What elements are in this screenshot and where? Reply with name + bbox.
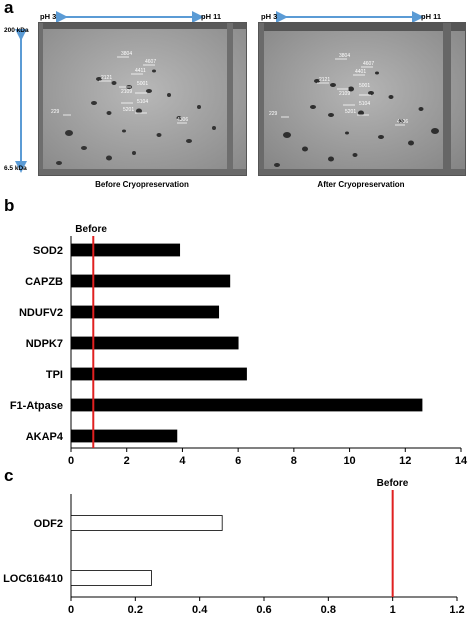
spot-label-3804-after: 3804 bbox=[339, 53, 350, 59]
spot-label-5001-before: 5001 bbox=[137, 81, 148, 87]
gel-before-caption: Before Cryopreservation bbox=[95, 180, 189, 189]
spot-label-5201-after: 5201 bbox=[345, 109, 356, 115]
chart-b: 0 2 4 6 8 10 12 14 SOD2 CAPZB NDUFV2 NDPK7 TPI F1-Atp… bbox=[10, 224, 468, 464]
chart-b-category-label: CAPZB bbox=[25, 276, 63, 288]
chart-b-bar-ndufv2 bbox=[70, 305, 220, 319]
chart-b-x-tick-label: 4 bbox=[179, 455, 186, 464]
chart-b-bar-akap4 bbox=[70, 429, 178, 443]
spot-label-3804-before: 3804 bbox=[121, 51, 132, 57]
chart-c-category-label: ODF2 bbox=[34, 518, 63, 530]
gel-image-after: 3804 4607 4401 2121 5001 2109 5104 5201 … bbox=[258, 22, 466, 176]
gel-after-caption: After Cryopreservation bbox=[317, 180, 405, 189]
chart-c-x-tick-label: 0.4 bbox=[192, 604, 208, 616]
panel-c-letter: c bbox=[4, 466, 14, 485]
chart-b-bar-ndpk7 bbox=[70, 336, 239, 350]
panel-b-letter: b bbox=[4, 196, 15, 215]
spot-label-4411-before: 4411 bbox=[135, 68, 146, 74]
chart-b-x-tick-label: 12 bbox=[399, 455, 411, 464]
chart-c-x-tick-label: 0.2 bbox=[128, 604, 143, 616]
spot-label-229-after: 229 bbox=[269, 111, 278, 117]
panel-a-letter: a bbox=[4, 0, 14, 17]
chart-c-x-tick-label: 0.6 bbox=[256, 604, 271, 616]
chart-c-bar-odf2 bbox=[70, 515, 223, 531]
chart-b-category-label: NDUFV2 bbox=[19, 307, 63, 319]
spot-label-4607-before: 4607 bbox=[145, 59, 156, 65]
ph3-label-after: pH 3 bbox=[261, 12, 278, 21]
chart-b-category-label: NDPK7 bbox=[26, 338, 63, 350]
kda-top-label: 200 kDa bbox=[4, 27, 29, 34]
chart-b-category-label: SOD2 bbox=[33, 245, 63, 257]
ph11-label-after: pH 11 bbox=[421, 12, 442, 21]
chart-c-category-label: LOC616410 bbox=[3, 573, 63, 585]
chart-b-bar-f1-atpase bbox=[70, 398, 423, 412]
spot-label-5104-before: 5104 bbox=[137, 99, 148, 105]
spot-label-4306-after: 4306 bbox=[397, 119, 408, 125]
spot-label-2109-before: 2109 bbox=[121, 89, 132, 95]
spot-label-2121-after: 2121 bbox=[319, 77, 330, 83]
spot-label-4401-after: 4401 bbox=[355, 69, 366, 75]
panel-a-arrows bbox=[15, 11, 424, 173]
chart-b-bar-sod2 bbox=[70, 243, 181, 257]
chart-b-x-tick-label: 10 bbox=[343, 455, 355, 464]
chart-b-category-label: F1-Atpase bbox=[10, 400, 63, 412]
spot-label-2109-after: 2109 bbox=[339, 91, 350, 97]
chart-b-bar-capzb bbox=[70, 274, 231, 288]
spot-label-229-before: 229 bbox=[51, 109, 60, 115]
chart-b-category-label: TPI bbox=[46, 369, 63, 381]
chart-c-x-tick-label: 0 bbox=[68, 604, 74, 616]
chart-c-x-tick-label: 1.2 bbox=[449, 604, 464, 616]
chart-c-x-tick-label: 1 bbox=[390, 604, 396, 616]
ph11-label-before: pH 11 bbox=[201, 12, 222, 21]
chart-b-x-tick-label: 14 bbox=[455, 455, 468, 464]
chart-b-x-tick-label: 8 bbox=[291, 455, 297, 464]
chart-b-before-label: Before bbox=[75, 224, 107, 235]
spot-label-2121-before: 2121 bbox=[101, 75, 112, 81]
chart-c-before-label: Before bbox=[377, 478, 409, 489]
chart-c: 0 0.2 0.4 0.6 0.8 1 1.2 ODF2 LOC616410 Before bbox=[3, 478, 465, 616]
chart-b-bar-tpi bbox=[70, 367, 247, 381]
chart-b-category-label: AKAP4 bbox=[26, 431, 64, 443]
chart-c-x-tick-label: 0.8 bbox=[321, 604, 336, 616]
spot-label-4607-after: 4607 bbox=[363, 61, 374, 67]
chart-b-x-tick-label: 6 bbox=[235, 455, 241, 464]
spot-label-4306-before: 4306 bbox=[177, 117, 188, 123]
spot-label-5201-before: 5201 bbox=[123, 107, 134, 113]
spot-label-5104-after: 5104 bbox=[359, 101, 370, 107]
chart-b-x-tick-label: 2 bbox=[124, 455, 130, 464]
spot-label-5001-after: 5001 bbox=[359, 83, 370, 89]
gel-image-before: 3804 4607 4411 2121 5001 2109 5104 5201 … bbox=[38, 22, 247, 176]
chart-c-bar-loc616410 bbox=[70, 570, 152, 586]
chart-b-x-tick-label: 0 bbox=[68, 455, 74, 464]
ph3-label-before: pH 3 bbox=[40, 12, 57, 21]
kda-bottom-label: 6.5 kDa bbox=[4, 165, 27, 172]
